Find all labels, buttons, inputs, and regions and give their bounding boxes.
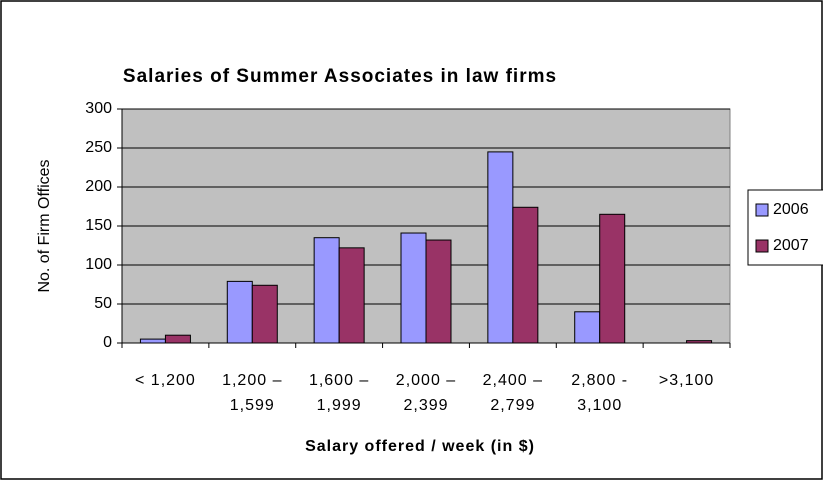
legend-swatch	[755, 239, 769, 253]
bar	[251, 284, 278, 344]
bar	[686, 340, 713, 344]
y-tick-label: 50	[94, 295, 112, 312]
y-tick-label: 250	[85, 139, 112, 156]
chart-title: Salaries of Summer Associates in law fir…	[123, 66, 557, 87]
bar	[338, 247, 365, 344]
y-axis-title: No. of Firm Offices	[36, 159, 53, 292]
y-tick-label: 150	[85, 217, 112, 234]
legend-swatch	[755, 203, 769, 217]
y-tick-label: 300	[85, 100, 112, 117]
legend-label: 2006	[773, 201, 809, 218]
legend-label: 2007	[773, 237, 809, 254]
bar	[487, 151, 514, 344]
x-tick-label: >3,100	[659, 372, 714, 389]
bar	[226, 280, 253, 344]
bar	[313, 237, 340, 344]
bar	[425, 239, 452, 344]
x-tick-label: < 1,200	[135, 372, 196, 389]
bar	[574, 311, 601, 344]
bar	[400, 232, 427, 344]
bar	[139, 338, 166, 344]
y-tick-label: 100	[85, 256, 112, 273]
x-tick-label: 1,600 –1,999	[309, 372, 369, 414]
x-axis-title: Salary offered / week (in $)	[305, 438, 535, 455]
bar	[512, 206, 539, 344]
x-tick-label: 2,800 -3,100	[571, 372, 628, 414]
bar	[599, 213, 626, 344]
y-tick-label: 0	[103, 334, 112, 351]
y-tick-label: 200	[85, 178, 112, 195]
x-tick-label: 1,200 –1,599	[222, 372, 282, 414]
x-tick-label: 2,400 –2,799	[483, 372, 543, 414]
bar	[164, 334, 191, 344]
x-tick-label: 2,000 –2,399	[396, 372, 456, 414]
